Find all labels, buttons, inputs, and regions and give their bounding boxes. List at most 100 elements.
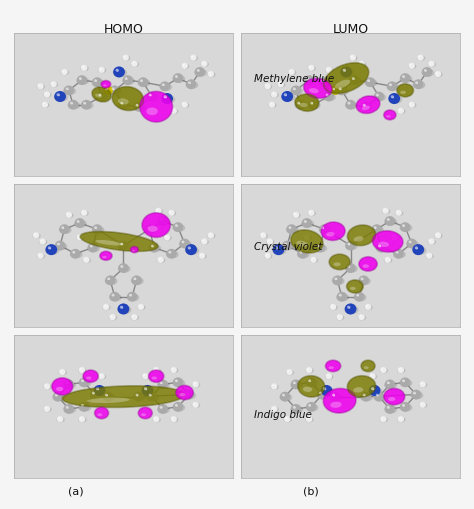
Circle shape <box>310 102 313 104</box>
Circle shape <box>92 391 95 394</box>
Circle shape <box>133 63 134 64</box>
Circle shape <box>301 218 312 228</box>
Circle shape <box>185 244 197 255</box>
Circle shape <box>38 84 40 86</box>
Ellipse shape <box>393 251 405 258</box>
Circle shape <box>159 258 160 260</box>
Circle shape <box>209 72 210 74</box>
Ellipse shape <box>88 245 100 252</box>
Circle shape <box>183 242 184 243</box>
Circle shape <box>369 385 381 396</box>
Circle shape <box>272 407 274 409</box>
Circle shape <box>131 314 137 320</box>
Circle shape <box>323 387 326 390</box>
Ellipse shape <box>195 69 206 76</box>
Circle shape <box>280 392 290 402</box>
Circle shape <box>81 404 84 407</box>
Circle shape <box>273 385 274 386</box>
Ellipse shape <box>68 102 80 109</box>
Circle shape <box>176 381 178 382</box>
Circle shape <box>395 210 402 216</box>
Circle shape <box>79 416 85 422</box>
Circle shape <box>378 245 381 247</box>
Circle shape <box>364 395 365 397</box>
Circle shape <box>100 68 101 70</box>
Circle shape <box>414 393 416 394</box>
Circle shape <box>100 375 101 376</box>
Circle shape <box>327 95 328 96</box>
Ellipse shape <box>374 394 385 401</box>
Ellipse shape <box>208 234 215 238</box>
Circle shape <box>363 104 365 106</box>
Circle shape <box>308 379 311 382</box>
Ellipse shape <box>413 81 425 89</box>
Circle shape <box>83 102 86 104</box>
Ellipse shape <box>363 264 369 268</box>
Circle shape <box>134 392 144 402</box>
Circle shape <box>182 241 184 243</box>
Circle shape <box>308 210 315 216</box>
Ellipse shape <box>364 366 369 369</box>
Ellipse shape <box>37 254 45 259</box>
Ellipse shape <box>55 243 67 250</box>
Ellipse shape <box>346 243 357 250</box>
Circle shape <box>343 69 346 72</box>
Circle shape <box>182 64 184 66</box>
Circle shape <box>190 82 191 84</box>
Circle shape <box>294 89 296 90</box>
Circle shape <box>384 404 395 414</box>
Ellipse shape <box>337 88 348 95</box>
Ellipse shape <box>346 102 357 109</box>
Ellipse shape <box>350 56 357 60</box>
Ellipse shape <box>303 387 312 392</box>
Ellipse shape <box>428 62 436 66</box>
Circle shape <box>365 77 375 87</box>
Ellipse shape <box>397 84 413 97</box>
Circle shape <box>70 102 73 104</box>
Circle shape <box>409 102 415 108</box>
Circle shape <box>78 221 80 223</box>
Circle shape <box>105 306 106 307</box>
Ellipse shape <box>44 385 51 389</box>
Ellipse shape <box>64 382 75 388</box>
Ellipse shape <box>409 103 416 107</box>
Circle shape <box>61 226 64 229</box>
Circle shape <box>82 405 84 407</box>
Ellipse shape <box>50 82 58 87</box>
Ellipse shape <box>176 385 193 400</box>
Ellipse shape <box>422 69 434 76</box>
Circle shape <box>403 225 405 227</box>
Circle shape <box>61 371 62 372</box>
Circle shape <box>265 254 267 256</box>
Circle shape <box>68 100 78 109</box>
Circle shape <box>272 385 274 386</box>
Circle shape <box>397 211 399 213</box>
Circle shape <box>48 246 51 249</box>
Circle shape <box>265 84 267 86</box>
Circle shape <box>395 251 399 253</box>
Ellipse shape <box>361 104 373 111</box>
Circle shape <box>146 392 157 402</box>
Circle shape <box>386 258 388 260</box>
Circle shape <box>117 70 119 72</box>
Circle shape <box>292 212 299 218</box>
Ellipse shape <box>147 394 158 401</box>
Ellipse shape <box>260 234 267 238</box>
Circle shape <box>208 71 214 77</box>
Circle shape <box>326 67 332 73</box>
Circle shape <box>366 305 368 307</box>
Ellipse shape <box>171 109 178 114</box>
Circle shape <box>306 402 317 412</box>
Circle shape <box>67 407 69 409</box>
Circle shape <box>391 95 394 98</box>
Ellipse shape <box>112 87 144 110</box>
Circle shape <box>400 402 410 412</box>
Circle shape <box>299 103 300 104</box>
Circle shape <box>65 212 72 218</box>
Ellipse shape <box>80 232 158 251</box>
Ellipse shape <box>330 305 337 309</box>
Circle shape <box>143 374 145 376</box>
Circle shape <box>282 91 293 102</box>
Circle shape <box>349 244 350 245</box>
Circle shape <box>398 367 404 373</box>
